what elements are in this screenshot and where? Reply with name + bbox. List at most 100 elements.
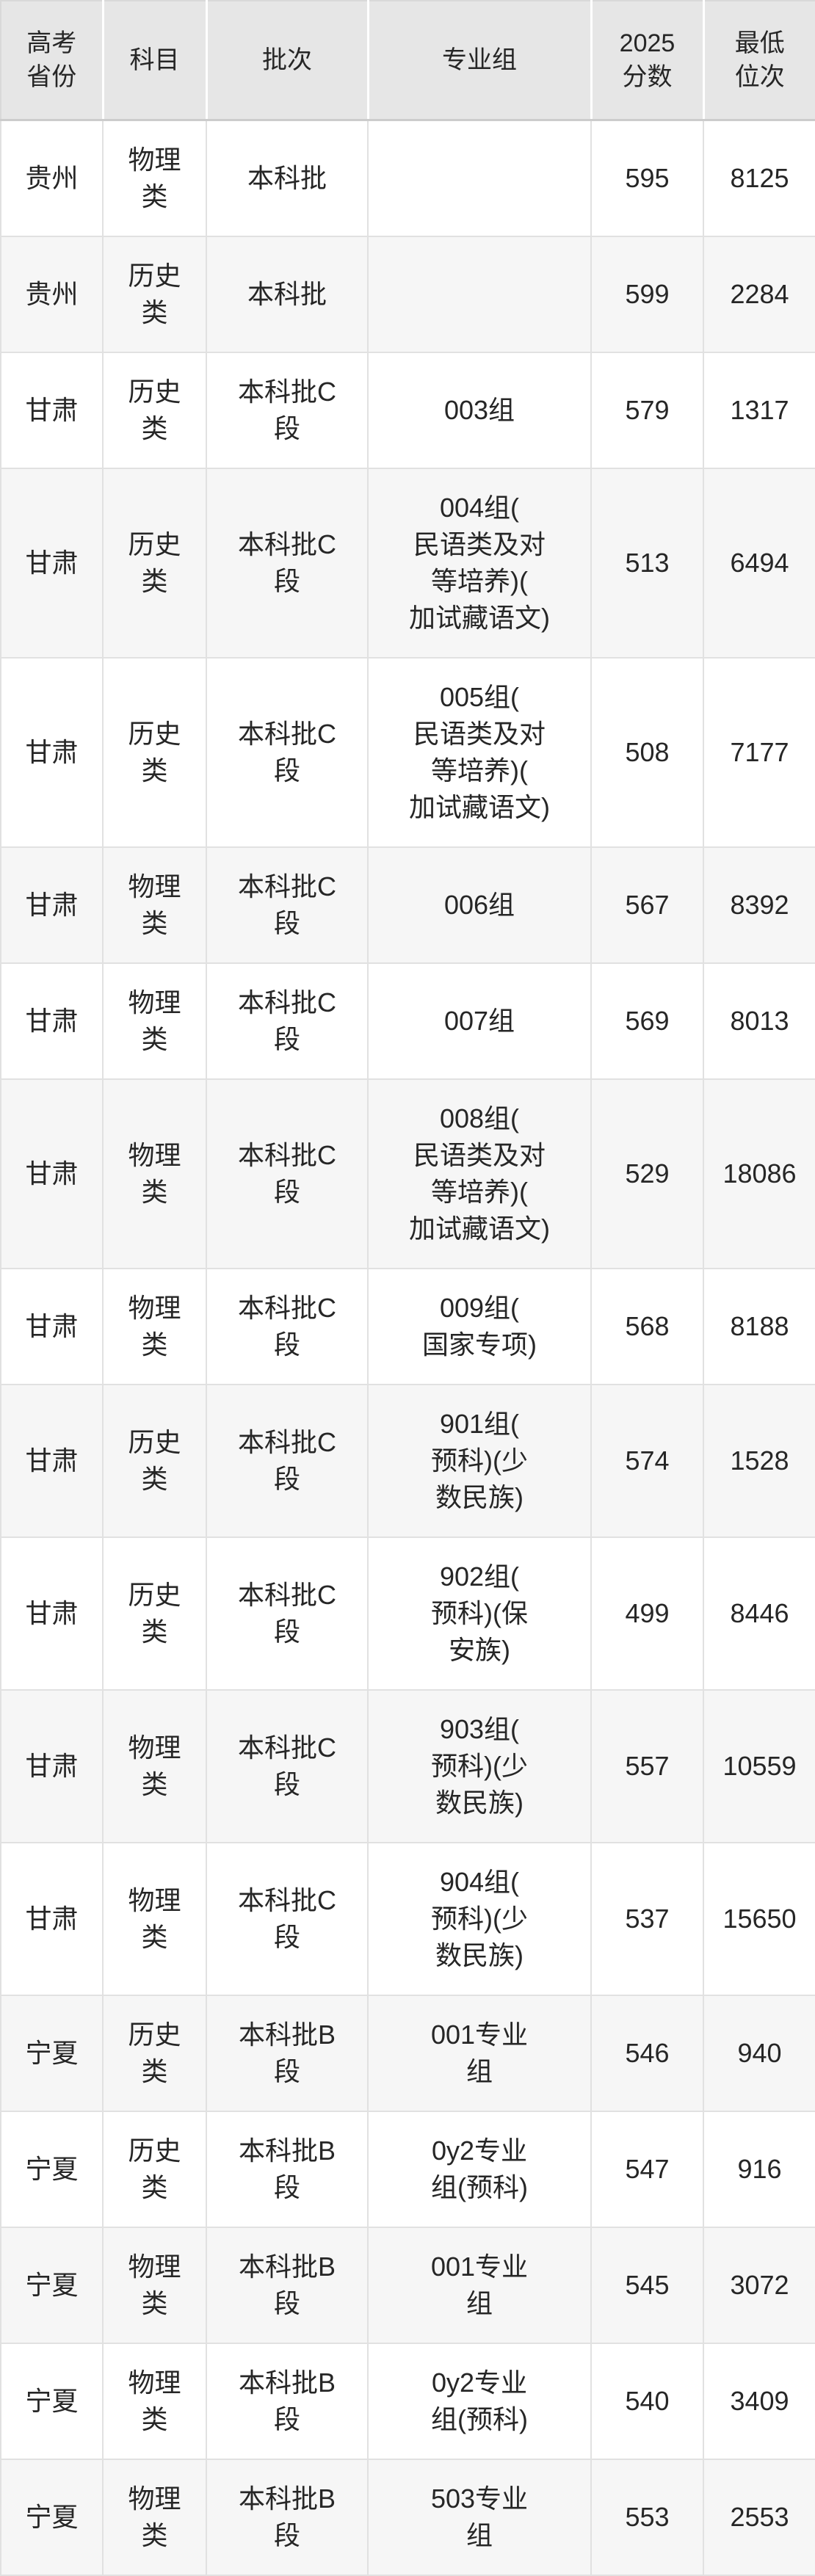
table-row: 甘肃 物理 类本科批C 段 006组 567 8392 <box>0 846 815 964</box>
cell-group: 007组 <box>367 962 592 1080</box>
cell-subject: 历史 类 <box>102 1384 207 1538</box>
cell-batch: 本科批 <box>206 119 369 237</box>
table-row: 甘肃 物理 类本科批C 段 007组 569 8013 <box>0 962 815 1080</box>
cell-province: 甘肃 <box>0 1078 104 1269</box>
column-header-group: 专业组 <box>366 0 593 121</box>
cell-score: 557 <box>590 1689 704 1843</box>
cell-batch: 本科批B 段 <box>206 2227 369 2344</box>
cell-batch: 本科批C 段 <box>206 846 369 964</box>
cell-rank: 3409 <box>703 2343 815 2460</box>
cell-batch: 本科批C 段 <box>206 1384 369 1538</box>
cell-subject: 物理 类 <box>102 2227 207 2344</box>
cell-rank: 2553 <box>703 2459 815 2576</box>
cell-subject: 历史 类 <box>102 2111 207 2228</box>
cell-score: 540 <box>590 2343 704 2460</box>
table-row: 甘肃 物理 类本科批C 段 904组( 预科)(少 数民族) 537 15650 <box>0 1842 815 1996</box>
cell-rank: 3072 <box>703 2227 815 2344</box>
cell-province: 贵州 <box>0 119 104 237</box>
cell-score: 579 <box>590 352 704 469</box>
cell-group: 003组 <box>367 352 592 469</box>
cell-batch: 本科批C 段 <box>206 468 369 658</box>
cell-score: 574 <box>590 1384 704 1538</box>
cell-score: 595 <box>590 119 704 237</box>
cell-score: 529 <box>590 1078 704 1269</box>
cell-group: 008组( 民语类及对 等培养)( 加试藏语文) <box>367 1078 592 1269</box>
cell-batch: 本科批 <box>206 236 369 353</box>
cell-score: 545 <box>590 2227 704 2344</box>
cell-subject: 历史 类 <box>102 657 207 848</box>
header-row: 高考 省份 科目 批次 专业组 2025 分数 最低 位次 <box>0 0 815 121</box>
cell-subject: 物理 类 <box>102 119 207 237</box>
cell-province: 宁夏 <box>0 2459 104 2576</box>
cell-group: 0y2专业 组(预科) <box>367 2111 592 2228</box>
cell-batch: 本科批C 段 <box>206 1536 369 1691</box>
cell-batch: 本科批C 段 <box>206 1689 369 1843</box>
cell-rank: 8446 <box>703 1536 815 1691</box>
table-body: 贵州 物理 类本科批 595 8125 贵州 历史 类本科批 599 2284 甘肃 历史 类本科… <box>0 119 815 2576</box>
cell-score: 569 <box>590 962 704 1080</box>
table-row: 宁夏 历史 类本科批B 段 0y2专业 组(预科) 547 916 <box>0 2111 815 2228</box>
cell-batch: 本科批C 段 <box>206 1078 369 1269</box>
column-header-subject: 科目 <box>101 0 208 121</box>
table-row: 贵州 历史 类本科批 599 2284 <box>0 236 815 353</box>
cell-province: 宁夏 <box>0 2343 104 2460</box>
cell-rank: 8125 <box>703 119 815 237</box>
cell-score: 547 <box>590 2111 704 2228</box>
cell-subject: 历史 类 <box>102 352 207 469</box>
cell-rank: 1528 <box>703 1384 815 1538</box>
cell-group: 903组( 预科)(少 数民族) <box>367 1689 592 1843</box>
cell-subject: 历史 类 <box>102 1995 207 2112</box>
table-row: 宁夏 物理 类本科批B 段 0y2专业 组(预科) 540 3409 <box>0 2343 815 2460</box>
cell-province: 甘肃 <box>0 1384 104 1538</box>
cell-score: 599 <box>590 236 704 353</box>
cell-province: 甘肃 <box>0 846 104 964</box>
cell-subject: 物理 类 <box>102 1078 207 1269</box>
table-row: 甘肃 历史 类本科批C 段 902组( 预科)(保 安族) 499 8446 <box>0 1536 815 1691</box>
column-header-batch: 批次 <box>205 0 369 121</box>
column-header-rank: 最低 位次 <box>702 0 815 121</box>
cell-group: 005组( 民语类及对 等培养)( 加试藏语文) <box>367 657 592 848</box>
cell-province: 宁夏 <box>0 2227 104 2344</box>
cell-rank: 1317 <box>703 352 815 469</box>
cell-province: 贵州 <box>0 236 104 353</box>
cell-group <box>367 236 592 353</box>
cell-group: 009组( 国家专项) <box>367 1268 592 1385</box>
cell-subject: 物理 类 <box>102 1689 207 1843</box>
cell-province: 甘肃 <box>0 1536 104 1691</box>
table-row: 甘肃 物理 类本科批C 段 009组( 国家专项) 568 8188 <box>0 1268 815 1385</box>
table-row: 宁夏 历史 类本科批B 段 001专业 组 546 940 <box>0 1995 815 2112</box>
cell-subject: 物理 类 <box>102 962 207 1080</box>
cell-group: 901组( 预科)(少 数民族) <box>367 1384 592 1538</box>
cell-group <box>367 119 592 237</box>
cell-score: 537 <box>590 1842 704 1996</box>
cell-province: 宁夏 <box>0 1995 104 2112</box>
table-row: 宁夏 物理 类本科批B 段 001专业 组 545 3072 <box>0 2227 815 2344</box>
cell-batch: 本科批B 段 <box>206 2459 369 2576</box>
cell-batch: 本科批B 段 <box>206 1995 369 2112</box>
cell-group: 001专业 组 <box>367 1995 592 2112</box>
cell-rank: 10559 <box>703 1689 815 1843</box>
table-row: 宁夏 物理 类本科批B 段 503专业 组 553 2553 <box>0 2459 815 2576</box>
cell-subject: 物理 类 <box>102 1268 207 1385</box>
cell-score: 568 <box>590 1268 704 1385</box>
cell-rank: 2284 <box>703 236 815 353</box>
cell-rank: 6494 <box>703 468 815 658</box>
cell-rank: 940 <box>703 1995 815 2112</box>
cell-score: 553 <box>590 2459 704 2576</box>
cell-province: 甘肃 <box>0 1689 104 1843</box>
cell-batch: 本科批C 段 <box>206 657 369 848</box>
cell-batch: 本科批C 段 <box>206 1268 369 1385</box>
cell-subject: 历史 类 <box>102 236 207 353</box>
cell-province: 甘肃 <box>0 1842 104 1996</box>
cell-province: 甘肃 <box>0 657 104 848</box>
cell-subject: 物理 类 <box>102 846 207 964</box>
table-row: 甘肃 物理 类本科批C 段 008组( 民语类及对 等培养)( 加试藏语文) 529 1… <box>0 1078 815 1269</box>
cell-batch: 本科批B 段 <box>206 2111 369 2228</box>
cell-group: 004组( 民语类及对 等培养)( 加试藏语文) <box>367 468 592 658</box>
cell-batch: 本科批C 段 <box>206 962 369 1080</box>
cell-province: 甘肃 <box>0 352 104 469</box>
cell-province: 甘肃 <box>0 1268 104 1385</box>
table-row: 贵州 物理 类本科批 595 8125 <box>0 119 815 237</box>
cell-province: 宁夏 <box>0 2111 104 2228</box>
cell-group: 904组( 预科)(少 数民族) <box>367 1842 592 1996</box>
